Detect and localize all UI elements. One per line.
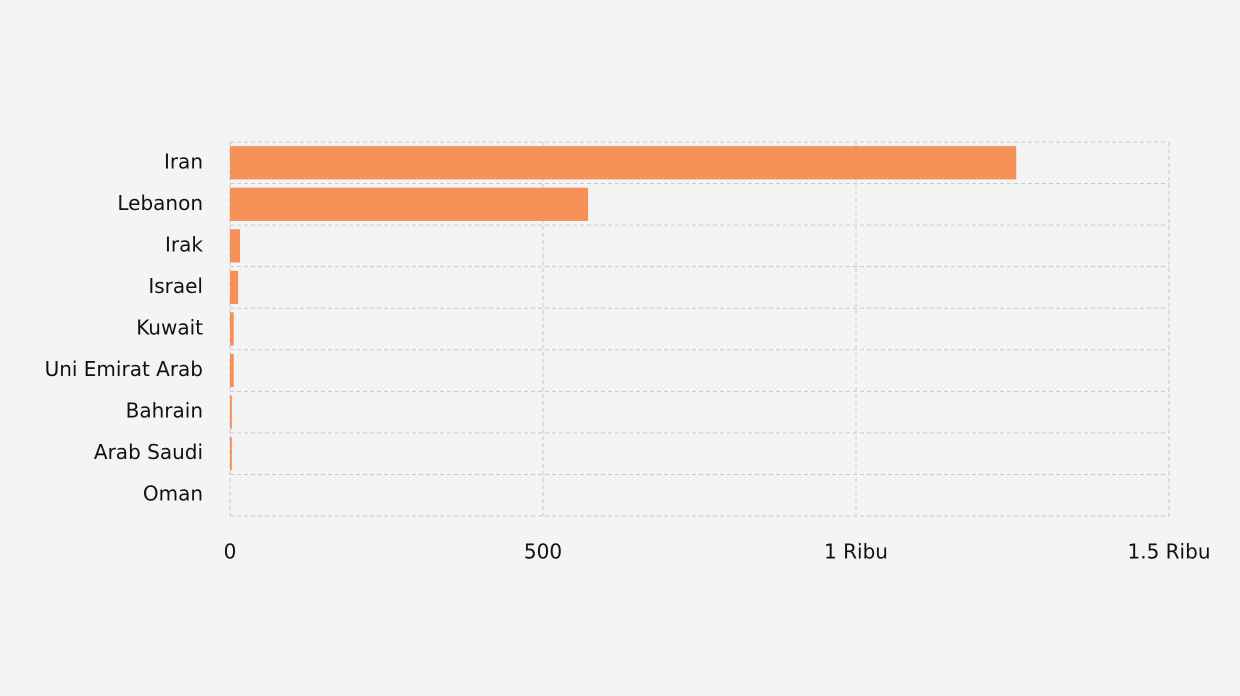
bar xyxy=(230,187,589,221)
bar xyxy=(230,312,234,346)
bar xyxy=(230,229,241,263)
y-tick-label: Uni Emirat Arab xyxy=(45,357,203,381)
y-tick-label: Kuwait xyxy=(136,316,203,340)
x-tick-label: 1 Ribu xyxy=(824,540,888,564)
y-tick-label: Irak xyxy=(165,232,203,256)
bar xyxy=(230,353,234,388)
bar xyxy=(230,270,239,305)
x-tick-label: 500 xyxy=(524,540,562,564)
y-tick-label: Bahrain xyxy=(126,399,203,423)
y-tick-label: Lebanon xyxy=(117,191,203,215)
bar xyxy=(230,395,232,429)
bar xyxy=(230,146,1017,180)
bar xyxy=(230,437,232,471)
y-tick-label: Oman xyxy=(143,482,203,506)
y-tick-label: Israel xyxy=(148,274,203,298)
y-tick-label: Iran xyxy=(164,149,203,173)
y-tick-label: Arab Saudi xyxy=(94,440,203,464)
x-tick-label: 1.5 Ribu xyxy=(1128,540,1211,564)
x-tick-label: 0 xyxy=(224,540,237,564)
